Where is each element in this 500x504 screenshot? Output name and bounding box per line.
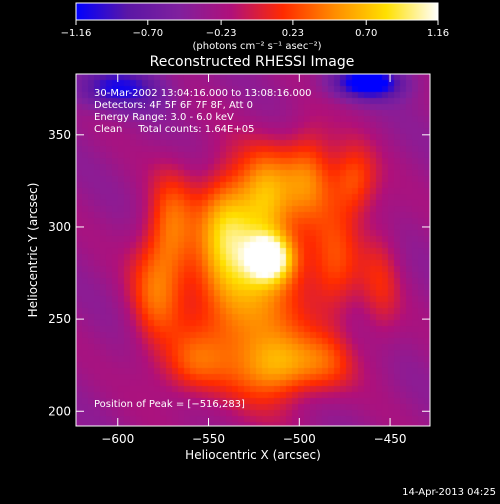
colorbar-tick-label-5: 1.16 bbox=[427, 28, 449, 39]
chart-title: Reconstructed RHESSI Image bbox=[150, 54, 355, 70]
annotation-energy-range: Energy Range: 3.0 - 6.0 keV bbox=[94, 112, 234, 123]
y-tick-label-3: 350 bbox=[48, 128, 71, 142]
x-tick-label-0: −600 bbox=[101, 432, 134, 446]
colorbar-tick-label-2: −0.23 bbox=[206, 28, 237, 39]
colorbar-tick-label-1: −0.70 bbox=[132, 28, 163, 39]
y-axis-title: Heliocentric Y (arcsec) bbox=[26, 183, 40, 318]
heatmap-canvas bbox=[76, 74, 430, 426]
annotation-peak-position: Position of Peak = [−516,283] bbox=[94, 399, 245, 410]
colorbar-tick-label-0: −1.16 bbox=[61, 28, 92, 39]
colorbar-gradient bbox=[75, 2, 439, 21]
heatmap-image bbox=[76, 74, 430, 426]
date-stamp: 14-Apr-2013 04:25 bbox=[402, 487, 496, 498]
colorbar: −1.16 −0.70 −0.23 0.23 0.70 1.16 (photons cm⁻… bbox=[61, 2, 449, 52]
annotations: 30-Mar-2002 13:04:16.000 to 13:08:16.000… bbox=[94, 88, 312, 410]
annotation-clean-counts: Clean Total counts: 1.64E+05 bbox=[94, 124, 254, 135]
annotation-detectors: Detectors: 4F 5F 6F 7F 8F, Att 0 bbox=[94, 100, 253, 111]
annotation-time-range: 30-Mar-2002 13:04:16.000 to 13:08:16.000 bbox=[94, 88, 312, 99]
colorbar-tick-label-3: 0.23 bbox=[282, 28, 304, 39]
plot-frame bbox=[75, 73, 431, 427]
x-tick-label-1: −550 bbox=[192, 432, 225, 446]
y-tick-label-1: 250 bbox=[48, 312, 71, 326]
colorbar-tick-label-4: 0.70 bbox=[355, 28, 377, 39]
colorbar-unit-label: (photons cm⁻² s⁻¹ asec⁻²) bbox=[192, 41, 321, 52]
y-tick-label-0: 200 bbox=[48, 404, 71, 418]
colorbar-ticks: −1.16 −0.70 −0.23 0.23 0.70 1.16 bbox=[61, 20, 449, 39]
y-axis: 200 250 300 350 bbox=[48, 128, 430, 418]
x-axis-title: Heliocentric X (arcsec) bbox=[185, 448, 321, 462]
x-tick-label-3: −450 bbox=[374, 432, 407, 446]
y-tick-label-2: 300 bbox=[48, 220, 71, 234]
x-axis: −600 −550 −500 −450 bbox=[101, 74, 407, 446]
x-tick-label-2: −500 bbox=[283, 432, 316, 446]
